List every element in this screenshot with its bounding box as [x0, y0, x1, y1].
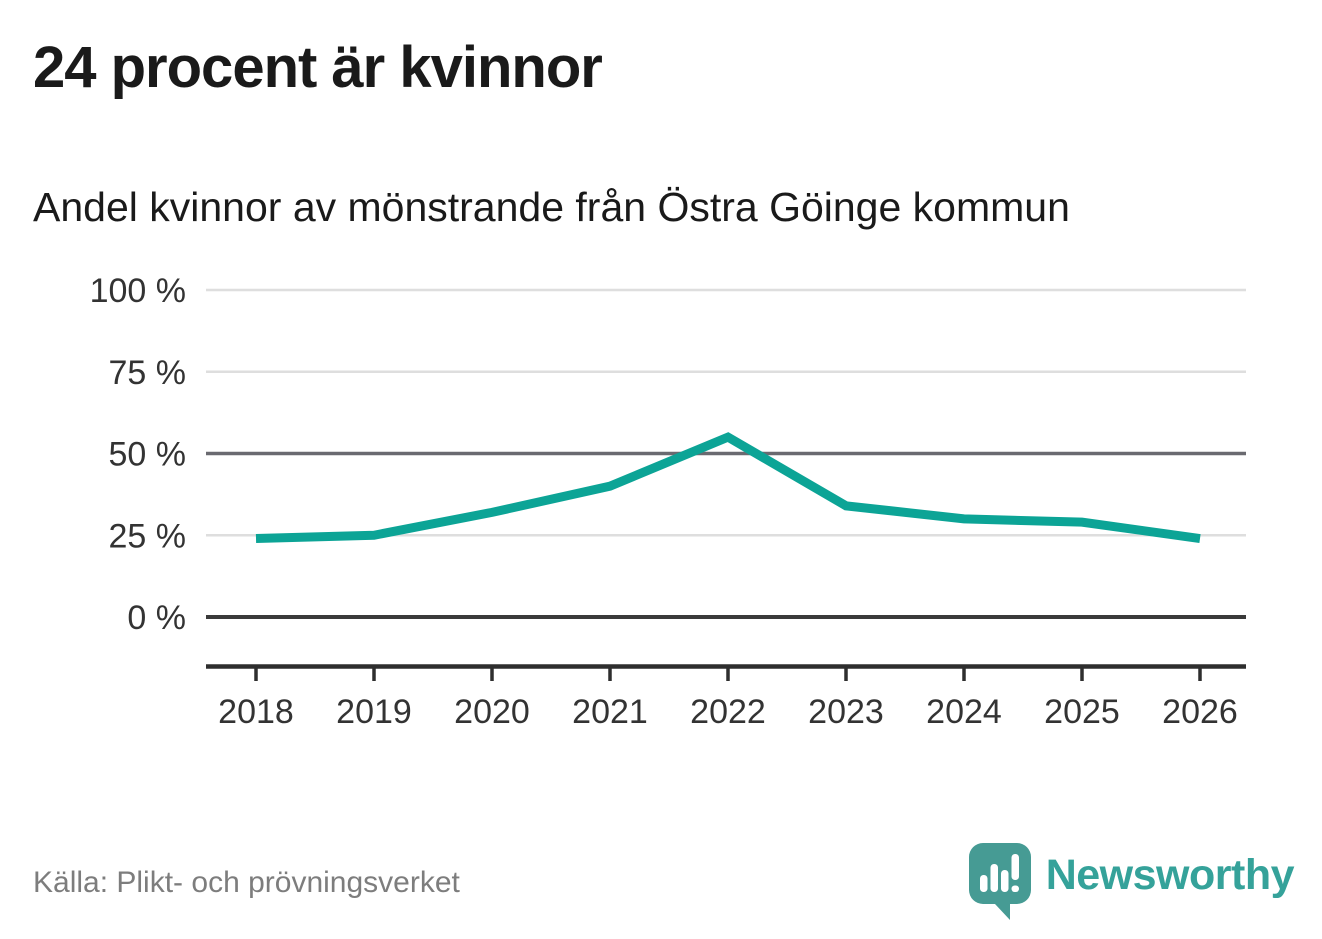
chart-title: 24 procent är kvinnor — [33, 35, 603, 100]
gridlines — [206, 288, 1246, 619]
x-tick-label: 2019 — [336, 693, 412, 731]
y-tick-label: 0 % — [127, 599, 186, 637]
x-tick-label: 2024 — [926, 693, 1002, 731]
chart-subtitle: Andel kvinnor av mönstrande från Östra G… — [33, 184, 1070, 230]
data-series-line — [255, 432, 1201, 544]
x-tick-label: 2026 — [1162, 693, 1238, 731]
y-tick-label: 50 % — [109, 436, 187, 474]
brand-logo: Newsworthy — [968, 843, 1295, 920]
x-tick-label: 2022 — [690, 693, 766, 731]
x-tick-label: 2025 — [1044, 693, 1120, 731]
y-axis-labels: 100 % 75 % 50 % 25 % 0 % — [90, 272, 186, 637]
source-note: Källa: Plikt- och prövningsverket — [33, 866, 460, 899]
x-tick-label: 2023 — [808, 693, 884, 731]
brand-name: Newsworthy — [1045, 851, 1295, 899]
x-axis — [206, 664, 1246, 681]
x-tick-label: 2018 — [218, 693, 294, 731]
x-tick-label: 2020 — [454, 693, 530, 731]
y-tick-label: 25 % — [109, 517, 187, 555]
newsworthy-icon — [968, 843, 1031, 920]
y-tick-label: 75 % — [109, 354, 187, 392]
line-chart: 100 % 75 % 50 % 25 % 0 % 2018 2019 2020 2021 2022… — [0, 260, 1322, 740]
x-axis-labels: 2018 2019 2020 2021 2022 2023 2024 2025 2026 — [218, 693, 1238, 731]
x-tick-label: 2021 — [572, 693, 648, 731]
line-chart-svg: 100 % 75 % 50 % 25 % 0 % 2018 2019 2020 2021 2022… — [90, 272, 1246, 731]
y-tick-label: 100 % — [90, 272, 186, 310]
